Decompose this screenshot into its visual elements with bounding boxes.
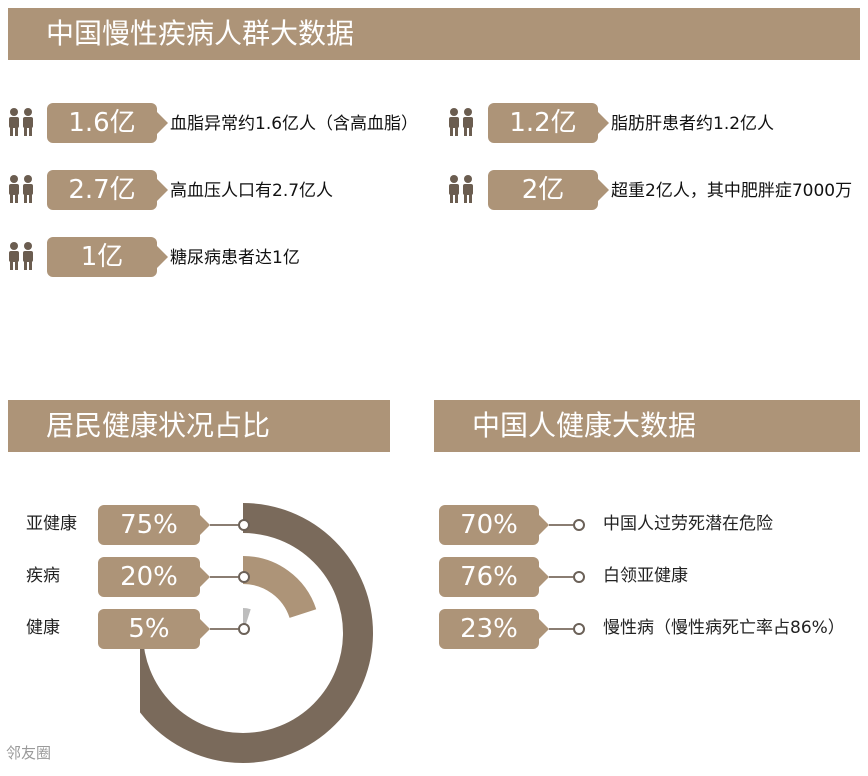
connector-line — [549, 524, 573, 526]
status-label: 疾病 — [26, 566, 60, 586]
status-label: 亚健康 — [26, 514, 77, 534]
stat-value: 2亿 — [488, 170, 609, 210]
status-value: 20% — [98, 557, 210, 597]
stat-value: 1亿 — [47, 237, 168, 277]
status-value: 75% — [98, 505, 210, 545]
watermark: 邻友圈 — [6, 744, 52, 762]
section-title-health-status: 居民健康状况占比 — [8, 400, 390, 452]
connector-dot — [573, 571, 585, 583]
fact-text: 中国人过劳死潜在危险 — [603, 514, 773, 534]
fact-value: 70% — [439, 505, 549, 545]
people-icon — [9, 175, 33, 203]
ring-arc-disease — [242, 556, 317, 619]
connector-dot — [238, 571, 250, 583]
stat-text: 高血压人口有2.7亿人 — [170, 181, 334, 201]
people-icon — [9, 108, 33, 136]
stat-value: 2.7亿 — [47, 170, 168, 210]
ring-arc-healthy — [242, 608, 251, 625]
connector-dot — [573, 519, 585, 531]
connector-line — [210, 576, 238, 578]
stat-text: 超重2亿人，其中肥胖症7000万 — [611, 181, 853, 201]
connector-dot — [238, 623, 250, 635]
ring-arc-subhealth — [140, 503, 373, 763]
connector-line — [210, 628, 238, 630]
connector-line — [210, 524, 238, 526]
connector-line — [549, 576, 573, 578]
people-icon — [449, 175, 473, 203]
fact-text: 慢性病（慢性病死亡率占86%） — [603, 618, 845, 638]
status-label: 健康 — [26, 618, 60, 638]
stat-value: 1.2亿 — [488, 103, 609, 143]
status-value: 5% — [98, 609, 210, 649]
section-title-chronic: 中国慢性疾病人群大数据 — [8, 8, 860, 60]
section-title-health-facts: 中国人健康大数据 — [434, 400, 860, 452]
people-icon — [449, 108, 473, 136]
stat-text: 血脂异常约1.6亿人（含高血脂） — [170, 114, 419, 134]
stat-text: 糖尿病患者达1亿 — [170, 248, 300, 268]
fact-value: 23% — [439, 609, 549, 649]
fact-text: 白领亚健康 — [603, 566, 688, 586]
health-status-ring-chart — [140, 503, 373, 763]
people-icon — [9, 242, 33, 270]
stat-text: 脂肪肝患者约1.2亿人 — [611, 114, 775, 134]
connector-line — [549, 628, 573, 630]
connector-dot — [573, 623, 585, 635]
stat-value: 1.6亿 — [47, 103, 168, 143]
connector-dot — [238, 519, 250, 531]
fact-value: 76% — [439, 557, 549, 597]
